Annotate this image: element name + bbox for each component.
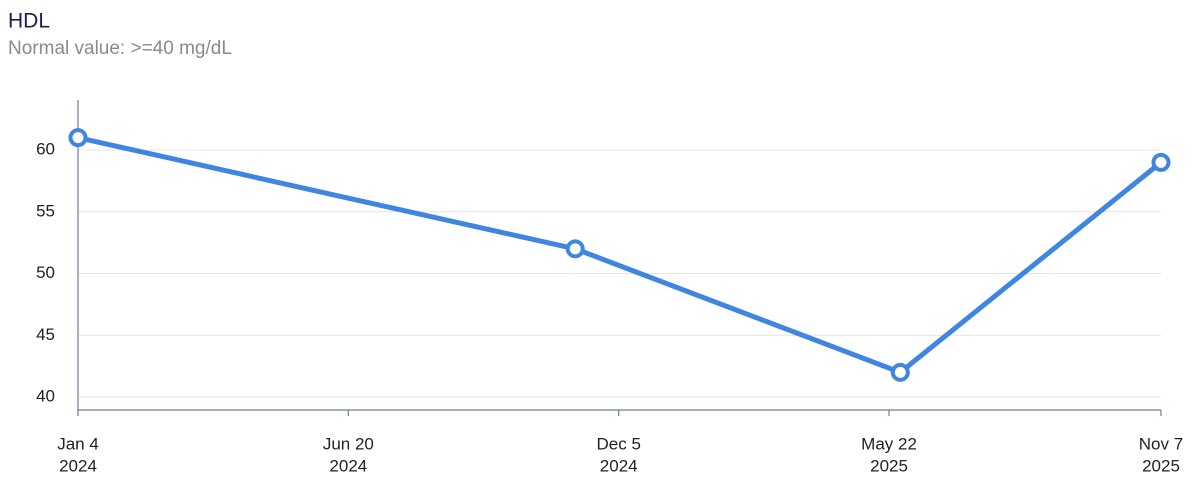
x-tick-label: May 22 [861, 434, 917, 453]
y-tick-label: 55 [36, 201, 55, 220]
x-tick-label: 2025 [1142, 456, 1180, 475]
x-tick-label: 2024 [600, 456, 638, 475]
x-tick-label: Dec 5 [596, 434, 640, 453]
y-tick-label: 60 [36, 140, 55, 159]
x-tick-label: 2024 [329, 456, 367, 475]
x-tick-label: 2025 [870, 456, 908, 475]
data-point [68, 128, 88, 148]
y-tick-label: 40 [36, 387, 55, 406]
y-tick-label: 45 [36, 325, 55, 344]
y-tick-label: 50 [36, 263, 55, 282]
data-point [890, 362, 910, 382]
chart-title: HDL [8, 10, 50, 33]
data-line [77, 135, 1163, 375]
x-tick-label: Jun 20 [323, 434, 374, 453]
x-tick-label: Jan 4 [57, 434, 99, 453]
chart-subtitle: Normal value: >=40 mg/dL [8, 38, 232, 59]
data-point [565, 239, 585, 259]
x-tick-label: 2024 [59, 456, 97, 475]
data-point [1151, 152, 1171, 172]
x-tick-label: Nov 7 [1139, 434, 1183, 453]
